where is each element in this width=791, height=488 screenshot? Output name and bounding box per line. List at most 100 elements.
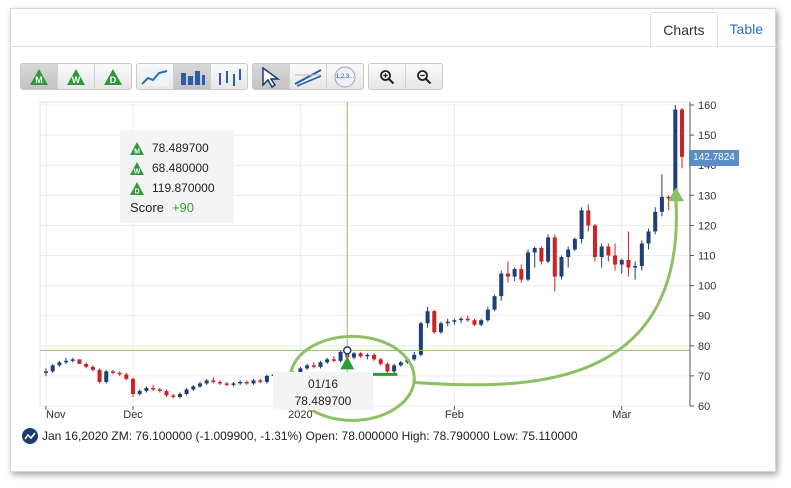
candle-body	[43, 371, 49, 373]
y-tick-label: 120	[698, 220, 716, 232]
candle-body	[244, 381, 249, 384]
line-chart-icon	[141, 67, 169, 86]
crosshair-value: 78.489700	[294, 394, 352, 408]
candle-body	[365, 354, 370, 357]
score-value: +90	[171, 200, 195, 215]
chart-toolbar: M W D 1,2,3...	[20, 63, 443, 90]
candle-body	[338, 351, 343, 361]
monthly-signal-icon: M	[130, 141, 144, 155]
tab-table[interactable]: Table	[729, 21, 763, 37]
candle-body	[552, 237, 557, 277]
weekly-signal-letter: W	[72, 75, 81, 85]
crosshair-date: 01/16	[307, 377, 339, 391]
tooltip-score: Score +90	[130, 200, 234, 215]
bar-chart-button[interactable]	[174, 64, 211, 89]
candle-body	[84, 363, 89, 367]
ohlc-chart-button[interactable]	[211, 64, 247, 89]
y-tick-label: 70	[698, 371, 710, 383]
monthly-signal-letter: M	[35, 75, 43, 85]
zoom-out-icon	[417, 69, 432, 84]
monthly-signal-icon: M	[30, 68, 48, 85]
candle-body	[465, 318, 470, 321]
candle-body	[358, 353, 363, 357]
y-tick-label: 110	[698, 251, 716, 263]
y-tick-label: 90	[698, 311, 710, 323]
candle-body	[432, 311, 437, 333]
weekly-signal-icon: W	[67, 68, 85, 85]
stock-chart-icon	[22, 428, 38, 444]
candle-body	[325, 359, 330, 363]
candle-body	[231, 383, 236, 385]
candle-body	[479, 320, 484, 325]
trend-line-tool-button[interactable]	[290, 64, 327, 89]
candle-body	[459, 318, 464, 321]
candle-body	[351, 353, 356, 358]
monthly-signal-button[interactable]: M	[21, 64, 58, 89]
candle-body	[144, 387, 149, 391]
candle-body	[171, 395, 176, 397]
candle-body	[398, 362, 403, 366]
x-tick-label: Nov	[46, 409, 66, 421]
zoom-in-button[interactable]	[369, 64, 406, 89]
candle-body	[559, 257, 564, 277]
candle-body	[331, 359, 336, 361]
weekly-signal-button[interactable]: W	[58, 64, 95, 89]
candle-body	[452, 320, 457, 322]
tooltip-row-monthly: M 78.489700	[130, 138, 234, 158]
fibonacci-tool-button[interactable]: 1,2,3...	[327, 64, 363, 89]
candle-body	[131, 378, 136, 394]
tooltip-letter-w: W	[134, 168, 141, 175]
zoom-out-button[interactable]	[406, 64, 442, 89]
y-tick-label: 150	[698, 130, 716, 142]
candle-body	[238, 381, 243, 384]
candle-body	[157, 389, 162, 391]
candle-body	[438, 323, 443, 333]
candle-body	[197, 383, 202, 387]
candle-body	[499, 273, 504, 297]
pointer-tool-button[interactable]	[253, 64, 290, 89]
candle-body	[224, 383, 229, 385]
candle-body	[532, 247, 537, 253]
candle-body	[633, 266, 638, 268]
candle-body	[104, 371, 109, 382]
candle-body	[639, 243, 644, 267]
candle-body	[64, 360, 69, 363]
candle-body	[218, 381, 223, 384]
tooltip-letter-d: D	[134, 188, 139, 195]
candle-body	[305, 365, 310, 369]
zoom-in-icon	[380, 69, 395, 84]
daily-signal-button[interactable]: D	[95, 64, 131, 89]
tab-divider	[10, 46, 781, 47]
line-chart-button[interactable]	[137, 64, 174, 89]
candle-body	[318, 362, 323, 367]
candle-body	[505, 273, 510, 277]
highlight-arrow-curve	[413, 199, 678, 387]
candle-body	[666, 196, 671, 199]
candle-body	[77, 359, 82, 364]
candle-body	[151, 387, 156, 390]
tooltip-value-weekly: 68.480000	[152, 161, 209, 175]
quote-summary: Jan 16,2020 ZM: 76.100000 (-1.009900, -1…	[42, 429, 578, 443]
tab-charts[interactable]: Charts	[650, 12, 718, 47]
candle-body	[164, 390, 169, 396]
candle-body	[673, 109, 678, 199]
fibonacci-label: 1,2,3...	[336, 74, 355, 80]
signal-period-group: M W D	[20, 63, 132, 90]
candle-body	[539, 247, 544, 262]
crosshair-date-label: 01/16 78.489700	[273, 372, 373, 410]
candle-body	[191, 386, 196, 390]
candle-body	[519, 269, 524, 280]
candle-body	[659, 196, 664, 212]
y-tick-label: 130	[698, 190, 716, 202]
last-price-tag: 142.7824	[689, 150, 739, 166]
candle-body	[70, 359, 75, 361]
candle-body	[653, 211, 658, 232]
candle-body	[117, 372, 122, 375]
candle-body	[566, 249, 571, 258]
candle-body	[512, 269, 517, 277]
candle-body	[472, 320, 477, 325]
candle-body	[311, 365, 316, 367]
bar-chart-icon	[181, 70, 205, 85]
fibonacci-icon: 1,2,3...	[334, 66, 356, 87]
